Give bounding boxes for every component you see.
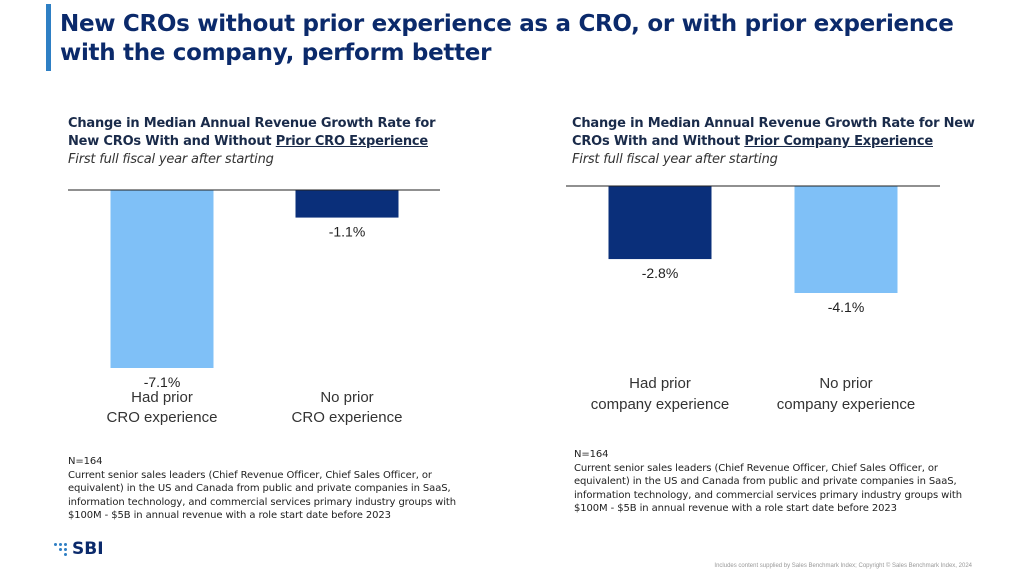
footnote-left: N=164 Current senior sales leaders (Chie… <box>68 455 468 523</box>
slide-title: New CROs without prior experience as a C… <box>60 11 954 66</box>
chart-subtitle: First full fiscal year after starting <box>572 152 778 167</box>
category-label: No prior <box>819 375 872 392</box>
chart-panel-prior-company: Change in Median Annual Revenue Growth R… <box>572 115 992 169</box>
bar <box>110 190 214 368</box>
chart-panel-prior-cro: Change in Median Annual Revenue Growth R… <box>68 115 458 169</box>
footnote-right: N=164 Current senior sales leaders (Chie… <box>574 448 974 516</box>
chart-subtitle: First full fiscal year after starting <box>68 152 274 167</box>
data-label: -7.1% <box>144 374 181 390</box>
logo-text: SBI <box>72 539 104 559</box>
category-label: Had prior <box>629 375 691 392</box>
data-label: -4.1% <box>828 299 865 315</box>
title-accent-bar <box>46 4 51 71</box>
chart-title-underlined: Prior Company Experience <box>744 134 933 149</box>
chart-title: Change in Median Annual Revenue Growth R… <box>572 115 992 151</box>
methodology-note: Current senior sales leaders (Chief Reve… <box>574 462 962 515</box>
bar <box>608 186 712 260</box>
chart-title-text: Change in Median Annual Revenue Growth R… <box>572 116 975 149</box>
data-label: -1.1% <box>329 224 366 240</box>
bar-chart-prior-company: -2.8% Had prior company experience -4.1% No … <box>566 185 940 413</box>
chart-title-underlined: Prior CRO Experience <box>275 134 428 149</box>
chart-title: Change in Median Annual Revenue Growth R… <box>68 115 458 151</box>
category-label: CRO experience <box>107 409 218 426</box>
logo-dots-icon <box>54 541 70 557</box>
bar-chart-prior-cro: -7.1%Had prior CRO experience -1.1% No prio… <box>68 189 440 426</box>
data-label: -2.8% <box>642 265 679 281</box>
category-label: company experience <box>777 396 915 413</box>
copyright-notice: Includes content supplied by Sales Bench… <box>714 563 972 569</box>
sample-size: N=164 <box>68 456 103 467</box>
bar <box>295 190 399 218</box>
category-label: Had prior <box>131 389 193 406</box>
methodology-note: Current senior sales leaders (Chief Reve… <box>68 469 456 522</box>
category-label: CRO experience <box>292 409 403 426</box>
chart-title-text: Change in Median Annual Revenue Growth R… <box>68 116 436 149</box>
bar <box>794 186 898 293</box>
category-label: company experience <box>591 396 729 413</box>
category-label: No prior <box>320 389 373 406</box>
sample-size: N=164 <box>574 449 609 460</box>
sbi-logo: SBI <box>54 538 104 560</box>
